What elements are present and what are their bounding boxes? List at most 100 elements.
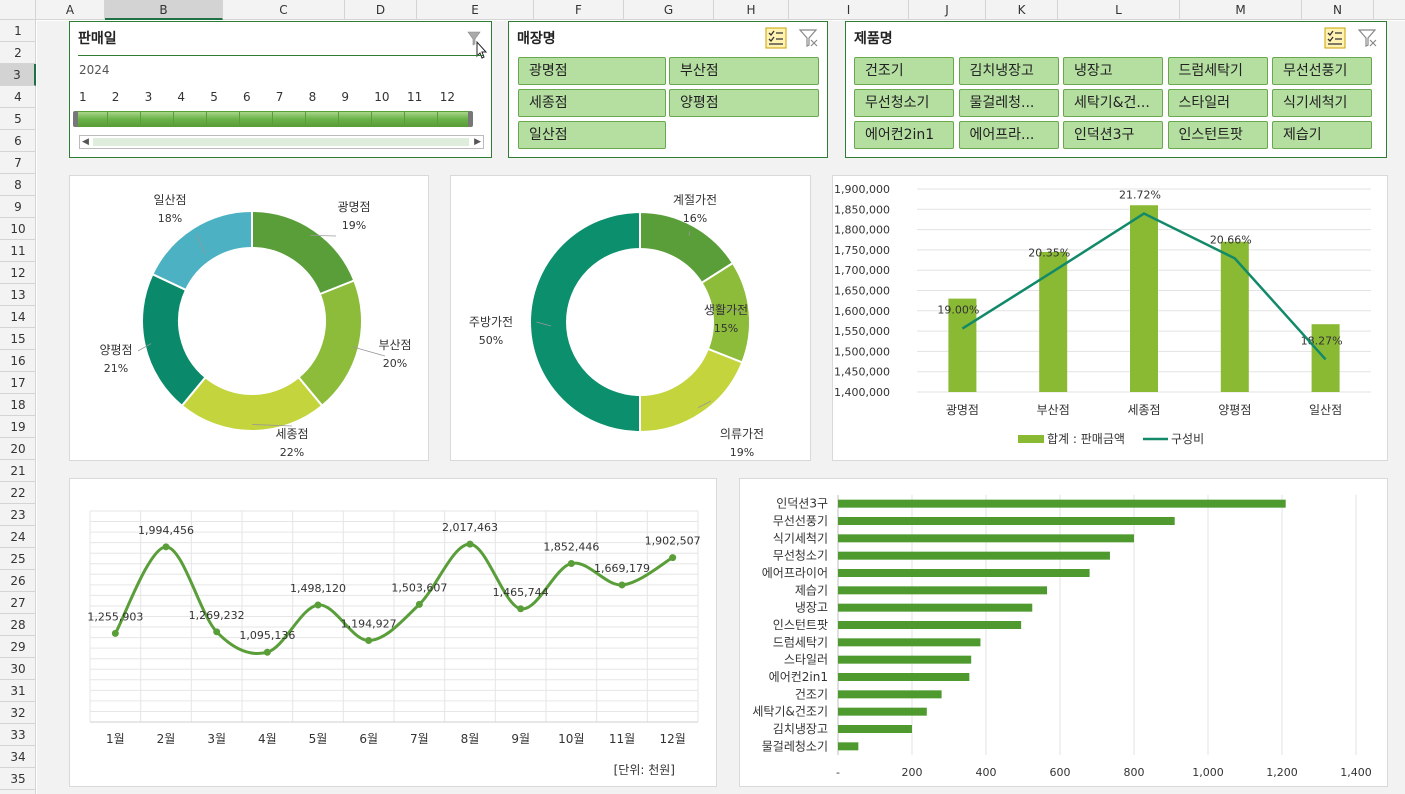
- timeline-month-label[interactable]: 10: [374, 90, 390, 104]
- row-header[interactable]: 23: [0, 504, 36, 526]
- chart-store-combo-panel[interactable]: 1,400,000 1,450,000 1,500,000 1,550,000 1,60…: [832, 175, 1388, 461]
- slicer-item-product[interactable]: 물걸레청...: [958, 89, 1059, 117]
- timeline-month-label[interactable]: 5: [210, 90, 218, 104]
- row-header[interactable]: 27: [0, 592, 36, 614]
- timeline-right-handle[interactable]: [468, 111, 473, 127]
- row-header[interactable]: 8: [0, 174, 36, 196]
- row-header[interactable]: 24: [0, 526, 36, 548]
- timeline-scrollbar[interactable]: ◀ ▶: [79, 135, 484, 149]
- row-header[interactable]: 11: [0, 240, 36, 262]
- slicer-item-product[interactable]: 제습기: [1272, 121, 1372, 149]
- slicer-item-store[interactable]: 일산점: [518, 121, 666, 149]
- row-header[interactable]: 32: [0, 702, 36, 724]
- slicer-item-product[interactable]: 인스턴트팟: [1167, 121, 1268, 149]
- slicer-item-product[interactable]: 냉장고: [1063, 57, 1163, 85]
- column-header-E[interactable]: E: [417, 0, 534, 20]
- slicer-item-store[interactable]: 광명점: [518, 57, 666, 85]
- slicer-item-product[interactable]: 무선선풍기: [1272, 57, 1372, 85]
- column-header-G[interactable]: G: [624, 0, 714, 20]
- clear-filter-icon[interactable]: [466, 30, 488, 60]
- column-header-D[interactable]: D: [345, 0, 417, 20]
- slicer-product[interactable]: 제품명 건조기 김치냉장고 냉장고 드럼세탁기 무선선풍기 무선청소기 물걸레청... 세탁기…: [845, 21, 1387, 158]
- column-header-B[interactable]: B: [105, 0, 223, 20]
- row-header[interactable]: 26: [0, 570, 36, 592]
- column-header-A[interactable]: A: [36, 0, 105, 20]
- timeline-month-label[interactable]: 9: [341, 90, 350, 104]
- row-header[interactable]: 17: [0, 372, 36, 394]
- row-header[interactable]: 28: [0, 614, 36, 636]
- slicer-item-store[interactable]: 세종점: [518, 89, 666, 117]
- row-header[interactable]: 34: [0, 746, 36, 768]
- clear-filter-icon[interactable]: [797, 27, 819, 49]
- timeline-month-label[interactable]: 11: [407, 90, 423, 104]
- timeline-month-label[interactable]: 4: [177, 90, 186, 104]
- timeline-selection-bar[interactable]: [73, 111, 473, 127]
- scroll-left-icon[interactable]: ◀: [82, 137, 89, 147]
- row-header[interactable]: 16: [0, 350, 36, 372]
- row-header[interactable]: 35: [0, 768, 36, 790]
- slicer-item-product[interactable]: 식기세척기: [1272, 89, 1372, 117]
- column-header-I[interactable]: I: [789, 0, 909, 20]
- row-header[interactable]: 4: [0, 86, 36, 108]
- row-header[interactable]: 22: [0, 482, 36, 504]
- row-header[interactable]: 31: [0, 680, 36, 702]
- row-header[interactable]: 1: [0, 20, 36, 42]
- chart-category-donut-panel[interactable]: 계절가전 16% 생활가전 15% 의류가전 19% 주방가전 50%: [450, 175, 811, 461]
- row-header[interactable]: 29: [0, 636, 36, 658]
- scroll-right-icon[interactable]: ▶: [474, 137, 481, 147]
- column-header-C[interactable]: C: [223, 0, 345, 20]
- column-header-K[interactable]: K: [986, 0, 1058, 20]
- slicer-item-product[interactable]: 스타일러: [1167, 89, 1268, 117]
- chart-monthly-line-panel[interactable]: 1,255,903 1월 1,994,456 2월 1,269,232 3월 1,095,1…: [69, 478, 717, 787]
- column-header-F[interactable]: F: [534, 0, 624, 20]
- timeline-month-label[interactable]: 12: [439, 90, 456, 104]
- slicer-item-product[interactable]: 무선청소기: [854, 89, 954, 117]
- row-header[interactable]: 10: [0, 218, 36, 240]
- row-header[interactable]: 14: [0, 306, 36, 328]
- chart-store-donut-panel[interactable]: 광명점 19% 부산점 20% 세종점 22% 양평점 21% 일산점 18%: [69, 175, 429, 461]
- clear-filter-icon[interactable]: [1356, 27, 1378, 49]
- select-all-corner[interactable]: [0, 0, 36, 20]
- row-header[interactable]: 25: [0, 548, 36, 570]
- timeline-month-label[interactable]: 8: [308, 90, 317, 104]
- row-header[interactable]: 21: [0, 460, 36, 482]
- chart-product-hbar-panel[interactable]: - 200 400 600 800 1,000 1,200 1,400 인덕션3구 무선선풍기 식기…: [739, 478, 1388, 787]
- slicer-store[interactable]: 매장명 광명점 부산점 세종점 양평점 일산점: [508, 21, 828, 158]
- row-header[interactable]: 15: [0, 328, 36, 350]
- timeline-month-label[interactable]: 6: [243, 90, 251, 104]
- timeline-month-label[interactable]: 7: [275, 90, 284, 104]
- row-header[interactable]: 3: [0, 64, 36, 86]
- row-header[interactable]: 20: [0, 438, 36, 460]
- timeline-left-handle[interactable]: [73, 111, 78, 127]
- row-header[interactable]: 30: [0, 658, 36, 680]
- row-header[interactable]: 7: [0, 152, 36, 174]
- row-header[interactable]: 5: [0, 108, 36, 130]
- timeline-month-label[interactable]: 3: [144, 90, 153, 104]
- slicer-item-product[interactable]: 건조기: [854, 57, 954, 85]
- slicer-item-store[interactable]: 부산점: [669, 57, 819, 85]
- column-header-M[interactable]: M: [1180, 0, 1302, 20]
- slicer-item-product[interactable]: 인덕션3구: [1063, 121, 1163, 149]
- multi-select-icon[interactable]: [765, 27, 787, 49]
- column-header-J[interactable]: J: [909, 0, 986, 20]
- timeline-month-label[interactable]: 2: [111, 90, 120, 104]
- slicer-item-store[interactable]: 양평점: [669, 89, 819, 117]
- slicer-item-product[interactable]: 에어프라...: [958, 121, 1059, 149]
- slicer-item-product[interactable]: 에어컨2in1: [854, 121, 954, 149]
- row-header[interactable]: 18: [0, 394, 36, 416]
- row-header[interactable]: 2: [0, 42, 36, 64]
- row-header[interactable]: 33: [0, 724, 36, 746]
- row-header[interactable]: 19: [0, 416, 36, 438]
- slicer-item-product[interactable]: 드럼세탁기: [1167, 57, 1268, 85]
- row-header[interactable]: 13: [0, 284, 36, 306]
- row-header[interactable]: 6: [0, 130, 36, 152]
- column-header-N[interactable]: N: [1302, 0, 1374, 20]
- timeline-slicer-date[interactable]: 판매일 2024 ◀ ▶ 1 2 3 4 5 6 7 8 9 10 11 12: [69, 21, 492, 158]
- row-header[interactable]: 12: [0, 262, 36, 284]
- multi-select-icon[interactable]: [1324, 27, 1346, 49]
- slicer-item-product[interactable]: 세탁기&건...: [1063, 89, 1163, 117]
- slicer-item-product[interactable]: 김치냉장고: [958, 57, 1059, 85]
- column-header-H[interactable]: H: [714, 0, 789, 20]
- row-header[interactable]: 9: [0, 196, 36, 218]
- column-header-L[interactable]: L: [1058, 0, 1180, 20]
